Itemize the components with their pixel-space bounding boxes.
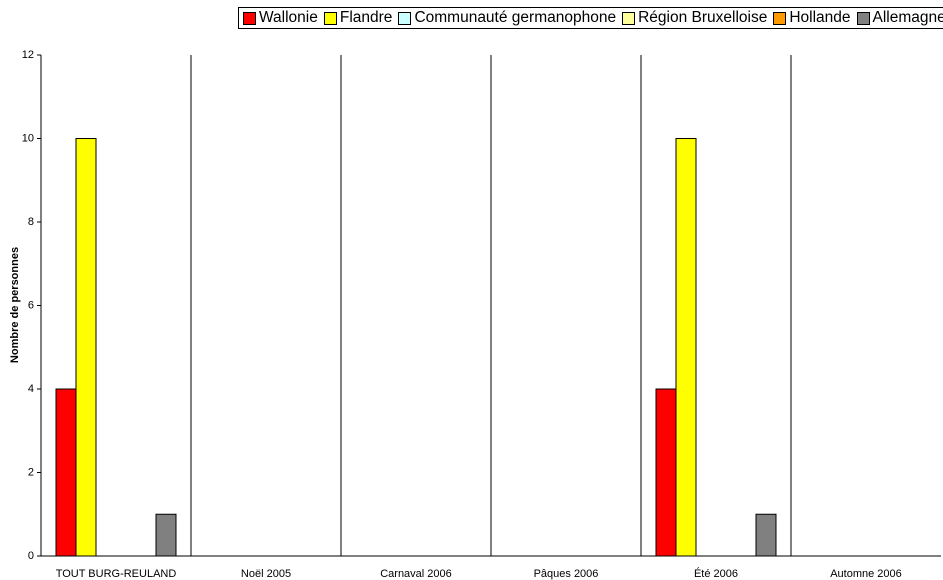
x-tick-label: Carnaval 2006 <box>380 568 452 580</box>
y-tick-label: 6 <box>28 299 34 311</box>
y-tick-label: 2 <box>28 466 34 478</box>
y-tick-label: 0 <box>28 550 34 562</box>
x-tick-label: Automne 2006 <box>830 568 902 580</box>
legend-item: Flandre <box>323 9 393 27</box>
legend-item: Hollande <box>773 9 851 27</box>
y-axis-label: Nombre de personnes <box>9 247 21 363</box>
legend-swatch <box>622 11 636 25</box>
bar <box>55 388 77 557</box>
y-tick-label: 10 <box>22 132 34 144</box>
legend-item: Wallonie <box>243 9 318 27</box>
bar <box>155 513 177 557</box>
legend-swatch <box>243 11 256 25</box>
legend: Wallonie Flandre Communauté germanophone Ré… <box>238 7 943 29</box>
x-tick-label: Noël 2005 <box>241 568 291 580</box>
y-tick-label: 12 <box>22 49 34 61</box>
legend-item: Communauté germanophone <box>398 9 616 27</box>
bar <box>755 513 777 557</box>
bar <box>655 388 677 557</box>
bar <box>75 138 97 557</box>
legend-label: Wallonie <box>259 9 318 26</box>
y-tick-label: 8 <box>28 216 34 228</box>
legend-item: Allemagne <box>856 9 943 27</box>
legend-label: Communauté germanophone <box>414 9 617 26</box>
bar <box>675 138 697 557</box>
legend-swatch <box>398 11 412 25</box>
x-tick-label: Pâques 2006 <box>534 568 599 580</box>
legend-label: Flandre <box>339 9 393 26</box>
legend-swatch <box>773 11 787 25</box>
legend-label: Hollande <box>789 9 851 26</box>
x-tick-label: TOUT BURG-REULAND <box>56 568 177 580</box>
legend-swatch <box>856 11 870 25</box>
legend-swatch <box>323 11 337 25</box>
legend-item: Région Bruxelloise <box>622 9 767 27</box>
x-tick-label: Été 2006 <box>694 567 738 580</box>
y-tick-label: 4 <box>28 383 34 395</box>
legend-label: Allemagne <box>872 9 943 26</box>
legend-label: Région Bruxelloise <box>638 9 768 26</box>
